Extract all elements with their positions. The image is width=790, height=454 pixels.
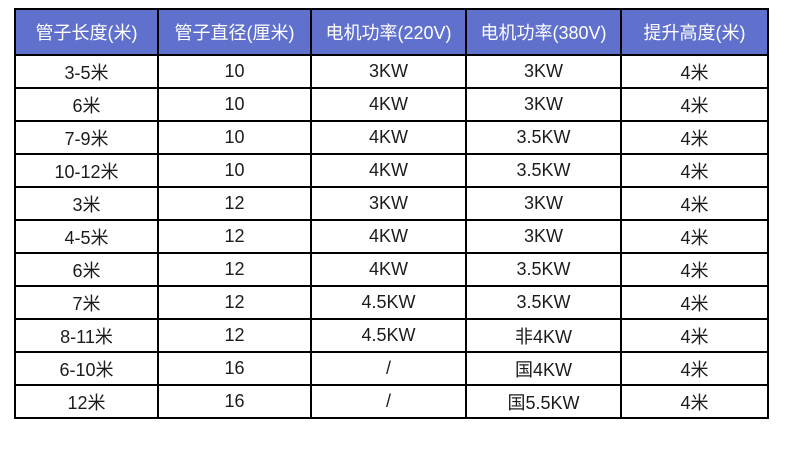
table-cell: 4KW — [310, 153, 467, 188]
table-cell: 7米 — [14, 285, 159, 320]
table-cell: 4米 — [620, 219, 769, 254]
table-cell: 12 — [157, 186, 312, 221]
table-cell: 非4KW — [465, 318, 622, 353]
table-row: 3-5米 10 3KW 3KW 4米 — [14, 54, 769, 89]
table-cell: 6-10米 — [14, 351, 159, 386]
table-body: 3-5米 10 3KW 3KW 4米 6米 10 4KW 3KW 4米 7-9米 10 4KW 3.5KW… — [14, 54, 769, 419]
table-cell: 6米 — [14, 252, 159, 287]
table-cell: 3米 — [14, 186, 159, 221]
table-cell: 4米 — [620, 252, 769, 287]
table-cell: 4KW — [310, 252, 467, 287]
table-cell: 3KW — [310, 54, 467, 89]
table-row: 8-11米 12 4.5KW 非4KW 4米 — [14, 318, 769, 353]
table-cell: 12 — [157, 318, 312, 353]
table-cell: 4KW — [310, 219, 467, 254]
table-row: 7米 12 4.5KW 3.5KW 4米 — [14, 285, 769, 320]
table-cell: 4米 — [620, 186, 769, 221]
pump-spec-table: 管子长度(米) 管子直径(厘米) 电机功率(220V) 电机功率(380V) 提… — [14, 8, 769, 419]
table-cell: / — [310, 384, 467, 419]
table-cell: 12米 — [14, 384, 159, 419]
table-cell: 3KW — [465, 54, 622, 89]
table-row: 12米 16/国5.5KW 4米 — [14, 384, 769, 419]
table-row: 10-12米 10 4KW 3.5KW 4米 — [14, 153, 769, 188]
table-cell: 10-12米 — [14, 153, 159, 188]
table-cell: 10 — [157, 87, 312, 122]
table-cell: 3KW — [465, 219, 622, 254]
table-cell: 4米 — [620, 285, 769, 320]
table-cell: 国4KW — [465, 351, 622, 386]
table-header: 管子长度(米) 管子直径(厘米) 电机功率(220V) 电机功率(380V) 提… — [14, 8, 769, 56]
column-header-lift-height: 提升高度(米) — [620, 8, 769, 56]
table-cell: 国5.5KW — [465, 384, 622, 419]
table-cell: 8-11米 — [14, 318, 159, 353]
table-cell: 4米 — [620, 351, 769, 386]
table-cell: 3KW — [310, 186, 467, 221]
column-header-pipe-diameter: 管子直径(厘米) — [157, 8, 312, 56]
table-cell: 10 — [157, 120, 312, 155]
table-row: 6米 12 4KW 3.5KW 4米 — [14, 252, 769, 287]
table-cell: 4米 — [620, 120, 769, 155]
column-header-motor-220v: 电机功率(220V) — [310, 8, 467, 56]
column-header-pipe-length: 管子长度(米) — [14, 8, 159, 56]
table-cell: 4KW — [310, 120, 467, 155]
table-cell: 16 — [157, 351, 312, 386]
table-cell: 7-9米 — [14, 120, 159, 155]
table-cell: 4.5KW — [310, 318, 467, 353]
table-row: 4-5米 12 4KW 3KW 4米 — [14, 219, 769, 254]
table-cell: 3-5米 — [14, 54, 159, 89]
table-row: 7-9米 10 4KW 3.5KW 4米 — [14, 120, 769, 155]
table-cell: 3.5KW — [465, 120, 622, 155]
table-cell: 10 — [157, 153, 312, 188]
table-cell: 10 — [157, 54, 312, 89]
table-cell: / — [310, 351, 467, 386]
table-row: 6-10米 16/国4KW 4米 — [14, 351, 769, 386]
table-cell: 3KW — [465, 87, 622, 122]
table-cell: 4米 — [620, 87, 769, 122]
table-cell: 3KW — [465, 186, 622, 221]
table-row: 6米 10 4KW 3KW 4米 — [14, 87, 769, 122]
table-cell: 4米 — [620, 318, 769, 353]
table-cell: 4.5KW — [310, 285, 467, 320]
table-cell: 3.5KW — [465, 285, 622, 320]
table-cell: 4米 — [620, 153, 769, 188]
table-cell: 16 — [157, 384, 312, 419]
table-cell: 4米 — [620, 54, 769, 89]
table-cell: 12 — [157, 252, 312, 287]
table-cell: 4KW — [310, 87, 467, 122]
table-row: 3米 12 3KW 3KW 4米 — [14, 186, 769, 221]
table-cell: 12 — [157, 285, 312, 320]
table-cell: 3.5KW — [465, 252, 622, 287]
table-cell: 12 — [157, 219, 312, 254]
table-cell: 6米 — [14, 87, 159, 122]
table-cell: 3.5KW — [465, 153, 622, 188]
table-cell: 4米 — [620, 384, 769, 419]
header-row: 管子长度(米) 管子直径(厘米) 电机功率(220V) 电机功率(380V) 提… — [14, 8, 769, 56]
column-header-motor-380v: 电机功率(380V) — [465, 8, 622, 56]
table-cell: 4-5米 — [14, 219, 159, 254]
